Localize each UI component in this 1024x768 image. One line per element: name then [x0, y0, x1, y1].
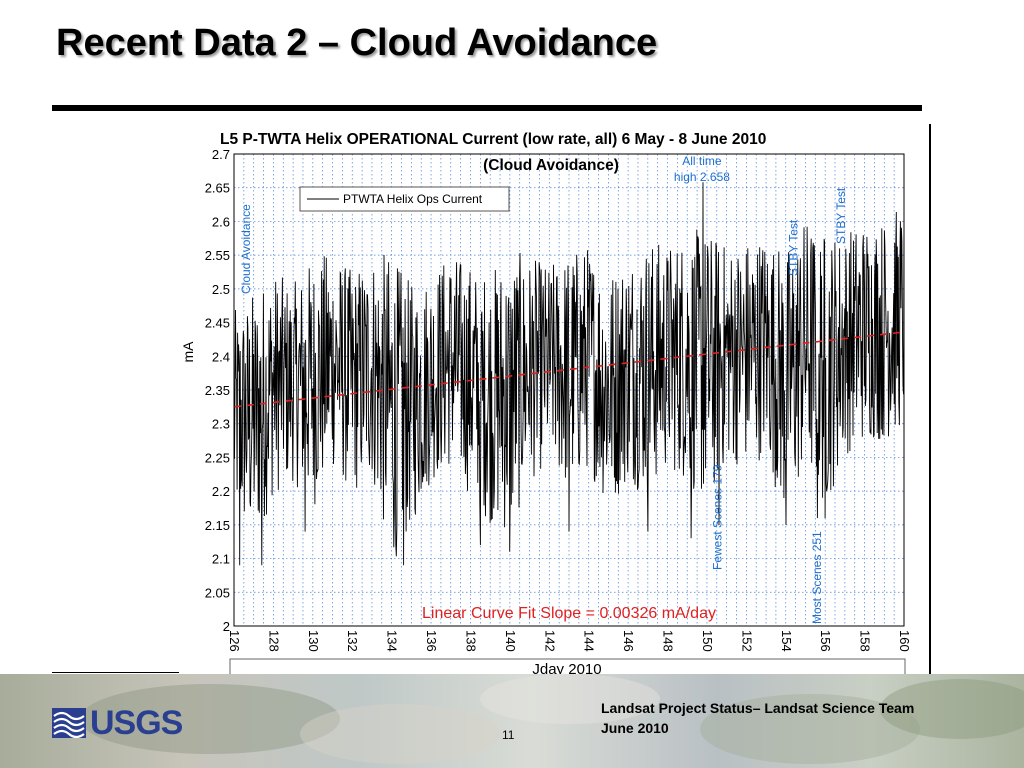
- footer-date: June 2010: [601, 720, 669, 736]
- y-tick-label: 2.35: [205, 383, 230, 398]
- x-tick-label: 144: [582, 630, 597, 652]
- y-tick-label: 2.45: [205, 316, 230, 331]
- annotation-high-value: high 2.658: [674, 170, 730, 184]
- usgs-logo: USGS: [52, 703, 183, 742]
- chart-legend: PTWTA Helix Ops Current: [299, 186, 510, 212]
- y-tick-label: 2.1: [212, 552, 230, 567]
- y-tick-label: 2: [223, 619, 230, 634]
- x-tick-label: 128: [266, 630, 281, 652]
- footer-texture: [480, 674, 660, 724]
- footer-band: [0, 674, 1024, 768]
- x-tick-label: 138: [463, 630, 478, 652]
- x-tick-label: 150: [700, 630, 715, 652]
- x-tick-label: 142: [542, 630, 557, 652]
- x-tick-label: 146: [621, 630, 636, 652]
- annotation-cloud-avoidance: Cloud Avoidance: [239, 204, 253, 294]
- x-tick-label: 136: [424, 630, 439, 652]
- x-tick-label: 148: [661, 630, 676, 652]
- y-tick-label: 2.05: [205, 585, 230, 600]
- footer-texture: [300, 704, 500, 764]
- footer-texture: [880, 679, 1024, 739]
- annotation-stby-test-2: STBY Test: [834, 187, 848, 244]
- chart-frame: 2 2.05 2.1 2.15 2.2 2.25 2.3 2.35 2.4 2.45 2.5 2.55…: [179, 124, 931, 681]
- x-axis-label: Jday 2010: [532, 661, 601, 678]
- page-number: 11: [502, 728, 515, 742]
- plot-frame: [233, 153, 905, 627]
- x-tick-label: 132: [345, 630, 360, 652]
- y-tick-label: 2.5: [212, 282, 230, 297]
- annotation-all-time: All time: [682, 154, 722, 168]
- y-tick-label: 2.25: [205, 450, 230, 465]
- slide-title: Recent Data 2 – Cloud Avoidance: [56, 22, 658, 64]
- y-tick-label: 2.15: [205, 518, 230, 533]
- footer-project-status: Landsat Project Status– Landsat Science …: [601, 700, 915, 716]
- x-tick-label: 160: [897, 630, 912, 652]
- left-divider: [52, 672, 179, 673]
- footer-texture: [80, 684, 340, 754]
- x-tick-label: 158: [858, 630, 873, 652]
- y-tick-label: 2.2: [212, 484, 230, 499]
- annotation-stby-test-1: STBY Test: [787, 219, 801, 276]
- x-tick-label: 140: [503, 630, 518, 652]
- y-tick-label: 2.4: [212, 349, 230, 364]
- x-tick-label: 126: [227, 630, 242, 652]
- series-line-helix-current: [233, 182, 905, 566]
- chart-subtitle: (Cloud Avoidance): [483, 157, 619, 174]
- y-tick-label: 2.6: [212, 214, 230, 229]
- y-tick-label: 2.65: [205, 181, 230, 196]
- x-tick-label: 154: [779, 630, 794, 652]
- annotation-most-scenes: Most Scenes 251: [810, 531, 824, 624]
- y-tick-label: 2.55: [205, 248, 230, 263]
- chart-title: L5 P-TWTA Helix OPERATIONAL Current (low…: [220, 131, 766, 148]
- usgs-wave-icon: [52, 708, 86, 738]
- trend-line: [233, 331, 905, 408]
- y-tick-label: 2.3: [212, 417, 230, 432]
- y-axis-label: mA: [180, 341, 196, 363]
- title-divider: [52, 105, 922, 111]
- x-tick-label: 130: [306, 630, 321, 652]
- usgs-logo-text: USGS: [90, 703, 183, 742]
- helix-current-chart: 2 2.05 2.1 2.15 2.2 2.25 2.3 2.35 2.4 2.45 2.5 2.55…: [180, 131, 912, 679]
- annotation-slope: Linear Curve Fit Slope = 0.00326 mA/day: [422, 605, 716, 622]
- x-tick-label: 134: [385, 630, 400, 652]
- legend-entry-label: PTWTA Helix Ops Current: [343, 192, 483, 206]
- footer-texture: [700, 694, 920, 764]
- x-tick-label: 152: [739, 630, 754, 652]
- annotation-fewest-scenes: Fewest Scenes 179: [711, 464, 725, 570]
- y-tick-label: 2.7: [212, 147, 230, 162]
- x-tick-label: 156: [818, 630, 833, 652]
